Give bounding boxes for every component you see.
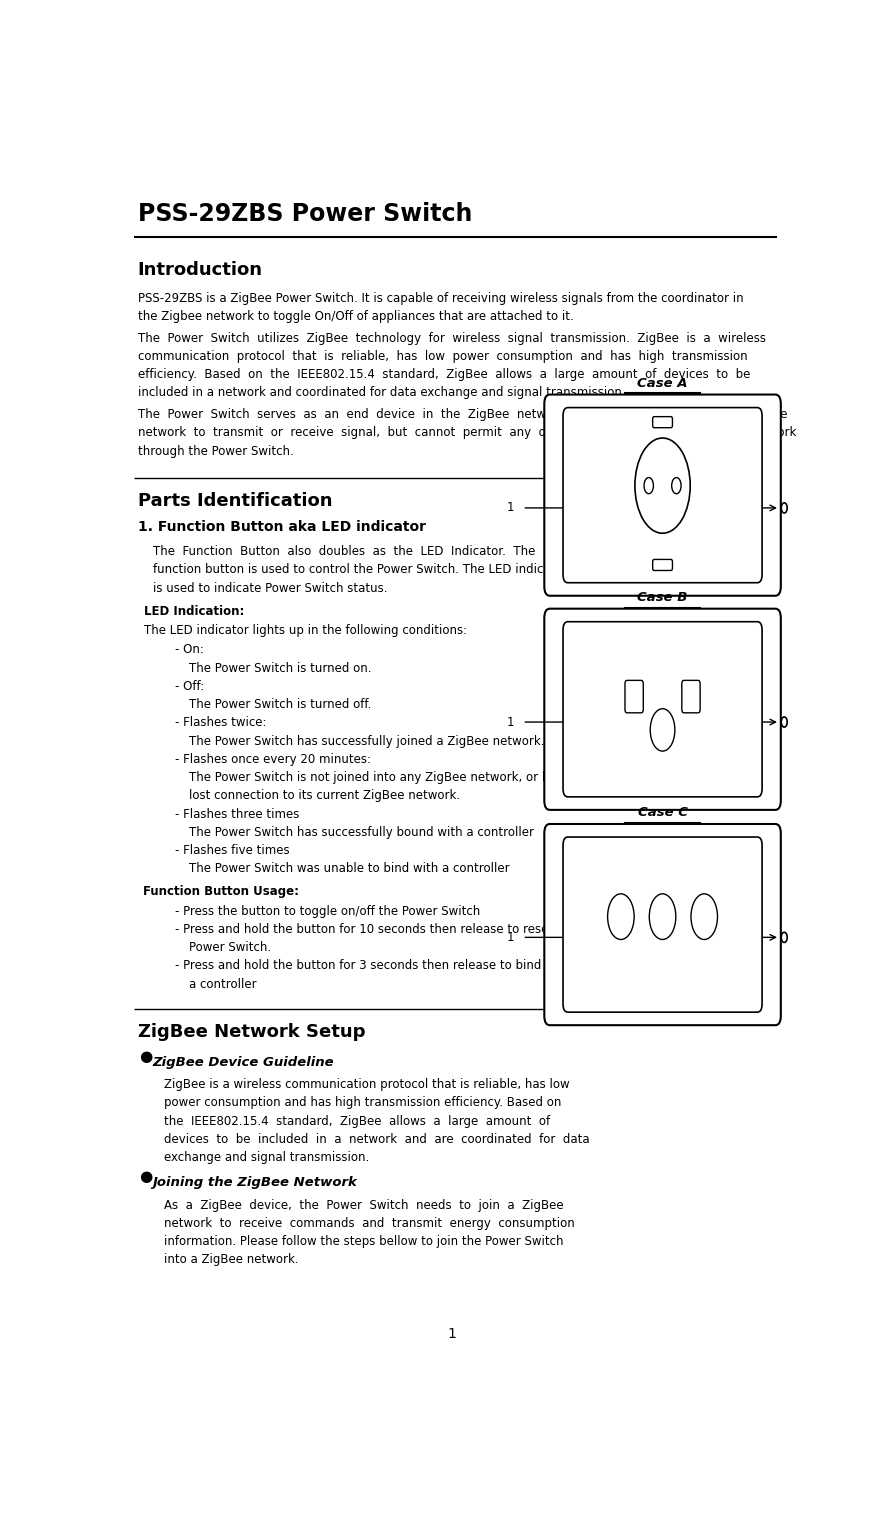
- Text: - Flashes three times: - Flashes three times: [176, 807, 300, 821]
- Circle shape: [781, 503, 788, 513]
- Text: - Flashes twice:: - Flashes twice:: [176, 717, 266, 729]
- Circle shape: [650, 709, 675, 752]
- Text: Case C: Case C: [638, 807, 688, 819]
- Text: 1: 1: [447, 1328, 457, 1342]
- Circle shape: [781, 932, 788, 943]
- Text: The Power Switch is turned on.: The Power Switch is turned on.: [189, 662, 371, 675]
- FancyBboxPatch shape: [563, 622, 762, 796]
- Text: communication  protocol  that  is  reliable,  has  low  power  consumption  and : communication protocol that is reliable,…: [138, 350, 747, 362]
- Circle shape: [649, 894, 676, 940]
- Text: exchange and signal transmission.: exchange and signal transmission.: [163, 1151, 369, 1164]
- Text: The  Power  Switch  serves  as  an  end  device  in  the  ZigBee  network.  It  : The Power Switch serves as an end device…: [138, 408, 787, 422]
- Text: Case B: Case B: [638, 591, 688, 604]
- FancyBboxPatch shape: [544, 824, 781, 1025]
- Text: ZigBee Network Setup: ZigBee Network Setup: [138, 1022, 365, 1041]
- Text: information. Please follow the steps bellow to join the Power Switch: information. Please follow the steps bel…: [163, 1235, 563, 1248]
- FancyBboxPatch shape: [682, 680, 700, 712]
- Text: LED Indication:: LED Indication:: [145, 605, 245, 617]
- Text: PSS-29ZBS Power Switch: PSS-29ZBS Power Switch: [138, 202, 472, 226]
- Text: The Power Switch is turned off.: The Power Switch is turned off.: [189, 698, 371, 711]
- Text: 1. Function Button aka LED indicator: 1. Function Button aka LED indicator: [138, 521, 426, 535]
- Circle shape: [672, 478, 681, 494]
- Text: - Press the button to toggle on/off the Power Switch: - Press the button to toggle on/off the …: [176, 905, 481, 918]
- Text: Case A: Case A: [638, 377, 688, 390]
- FancyBboxPatch shape: [544, 394, 781, 596]
- Text: ●: ●: [139, 1048, 153, 1063]
- Text: 1: 1: [507, 501, 514, 515]
- Text: The Power Switch is not joined into any ZigBee network, or has: The Power Switch is not joined into any …: [189, 772, 563, 784]
- FancyBboxPatch shape: [544, 608, 781, 810]
- Text: - Flashes once every 20 minutes:: - Flashes once every 20 minutes:: [176, 753, 371, 766]
- Text: into a ZigBee network.: into a ZigBee network.: [163, 1253, 298, 1267]
- Text: function button is used to control the Power Switch. The LED indicator: function button is used to control the P…: [153, 564, 567, 576]
- FancyBboxPatch shape: [563, 837, 762, 1012]
- Circle shape: [635, 439, 691, 533]
- FancyBboxPatch shape: [563, 408, 762, 582]
- Text: - Flashes five times: - Flashes five times: [176, 843, 290, 857]
- Text: As  a  ZigBee  device,  the  Power  Switch  needs  to  join  a  ZigBee: As a ZigBee device, the Power Switch nee…: [163, 1199, 564, 1212]
- Text: The Power Switch was unable to bind with a controller: The Power Switch was unable to bind with…: [189, 862, 510, 876]
- Text: Function Button Usage:: Function Button Usage:: [143, 885, 299, 898]
- Text: 1: 1: [507, 715, 514, 729]
- Text: ZigBee Device Guideline: ZigBee Device Guideline: [153, 1056, 334, 1068]
- Text: - Press and hold the button for 10 seconds then release to reset the: - Press and hold the button for 10 secon…: [176, 923, 577, 935]
- Text: The Power Switch has successfully joined a ZigBee network.: The Power Switch has successfully joined…: [189, 735, 544, 747]
- Circle shape: [691, 894, 718, 940]
- FancyBboxPatch shape: [653, 559, 672, 570]
- Text: The  Power  Switch  utilizes  ZigBee  technology  for  wireless  signal  transmi: The Power Switch utilizes ZigBee technol…: [138, 332, 766, 345]
- Text: PSS-29ZBS is a ZigBee Power Switch. It is capable of receiving wireless signals : PSS-29ZBS is a ZigBee Power Switch. It i…: [138, 292, 744, 304]
- Text: Power Switch.: Power Switch.: [189, 941, 271, 953]
- Text: is used to indicate Power Switch status.: is used to indicate Power Switch status.: [153, 582, 387, 594]
- Text: Introduction: Introduction: [138, 261, 263, 280]
- Text: Joining the ZigBee Network: Joining the ZigBee Network: [153, 1177, 357, 1189]
- Text: lost connection to its current ZigBee network.: lost connection to its current ZigBee ne…: [189, 790, 460, 802]
- Text: through the Power Switch.: through the Power Switch.: [138, 445, 294, 457]
- Text: - On:: - On:: [176, 643, 204, 657]
- Text: devices  to  be  included  in  a  network  and  are  coordinated  for  data: devices to be included in a network and …: [163, 1132, 589, 1146]
- Text: The LED indicator lights up in the following conditions:: The LED indicator lights up in the follo…: [145, 623, 467, 637]
- Circle shape: [781, 717, 788, 727]
- Text: the  IEEE802.15.4  standard,  ZigBee  allows  a  large  amount  of: the IEEE802.15.4 standard, ZigBee allows…: [163, 1114, 549, 1128]
- Text: The Power Switch has successfully bound with a controller: The Power Switch has successfully bound …: [189, 825, 534, 839]
- Text: ●: ●: [139, 1169, 153, 1184]
- Text: network  to  transmit  or  receive  signal,  but  cannot  permit  any  other  Zi: network to transmit or receive signal, b…: [138, 426, 796, 440]
- FancyBboxPatch shape: [625, 680, 643, 712]
- Text: network  to  receive  commands  and  transmit  energy  consumption: network to receive commands and transmit…: [163, 1216, 574, 1230]
- Text: 1: 1: [507, 931, 514, 944]
- Text: efficiency.  Based  on  the  IEEE802.15.4  standard,  ZigBee  allows  a  large  : efficiency. Based on the IEEE802.15.4 st…: [138, 368, 750, 380]
- Circle shape: [608, 894, 634, 940]
- Text: - Off:: - Off:: [176, 680, 205, 692]
- Circle shape: [644, 478, 654, 494]
- Text: Parts Identification: Parts Identification: [138, 492, 333, 510]
- Text: the Zigbee network to toggle On/Off of appliances that are attached to it.: the Zigbee network to toggle On/Off of a…: [138, 310, 573, 322]
- Text: included in a network and coordinated for data exchange and signal transmission.: included in a network and coordinated fo…: [138, 387, 625, 399]
- Text: - Press and hold the button for 3 seconds then release to bind with: - Press and hold the button for 3 second…: [176, 960, 571, 972]
- Text: a controller: a controller: [189, 978, 257, 990]
- Text: The  Function  Button  also  doubles  as  the  LED  Indicator.  The: The Function Button also doubles as the …: [153, 545, 535, 558]
- Text: power consumption and has high transmission efficiency. Based on: power consumption and has high transmiss…: [163, 1097, 561, 1109]
- FancyBboxPatch shape: [653, 417, 672, 428]
- Text: ZigBee is a wireless communication protocol that is reliable, has low: ZigBee is a wireless communication proto…: [163, 1079, 569, 1091]
